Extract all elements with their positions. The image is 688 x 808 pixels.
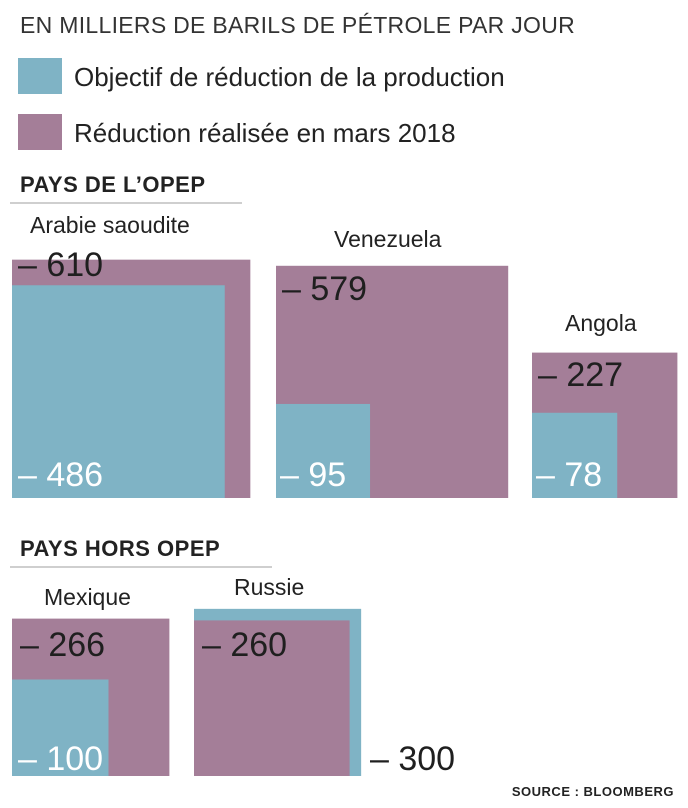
value-label-target-arabie-saoudite: – 486 (18, 456, 104, 494)
country-label-arabie-saoudite: Arabie saoudite (30, 212, 190, 238)
legend-swatch-actual (18, 114, 62, 150)
value-label-actual-russie: – 260 (202, 626, 288, 664)
square-target-angola (532, 412, 618, 498)
square-actual-russie (194, 620, 350, 776)
value-label-target-mexique: – 100 (18, 740, 104, 778)
country-label-venezuela: Venezuela (334, 226, 442, 252)
country-label-mexique: Mexique (44, 584, 131, 610)
value-label-actual-venezuela: – 579 (282, 270, 368, 308)
value-label-actual-angola: – 227 (538, 356, 624, 394)
square-target-arabie-saoudite (12, 285, 225, 498)
legend-swatch-target (18, 58, 62, 94)
value-label-target-russie: – 300 (370, 740, 456, 778)
value-label-target-venezuela: – 95 (280, 456, 347, 494)
legend-label-actual: Réduction réalisée en mars 2018 (74, 118, 456, 148)
section-title-non-opep: PAYS HORS OPEP (20, 536, 221, 561)
unit-label: EN MILLIERS DE BARILS DE PÉTROLE PAR JOU… (20, 12, 576, 38)
square-target-venezuela (276, 403, 371, 498)
value-label-actual-mexique: – 266 (20, 626, 106, 664)
section-rule-opep (10, 202, 242, 204)
section-rule-non-opep (10, 566, 272, 568)
legend-label-target: Objectif de réduction de la production (74, 62, 505, 92)
value-label-target-angola: – 78 (536, 456, 603, 494)
square-target-mexique (12, 679, 109, 776)
country-label-russie: Russie (234, 574, 305, 600)
value-label-actual-arabie-saoudite: – 610 (18, 246, 104, 284)
source-note: SOURCE : BLOOMBERG (511, 784, 674, 799)
section-title-opep: PAYS DE L’OPEP (20, 172, 206, 197)
country-label-angola: Angola (565, 310, 637, 336)
